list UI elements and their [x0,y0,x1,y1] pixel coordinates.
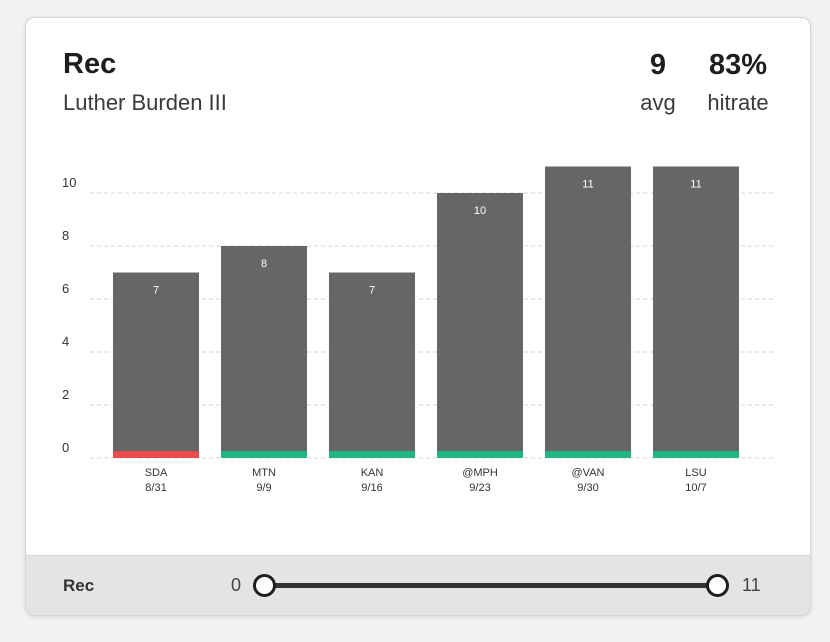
y-tick-label: 10 [62,175,76,190]
bar-result-indicator [437,451,523,458]
hitrate-stat: 83% hitrate [694,48,782,116]
y-tick-label: 6 [62,281,69,296]
bar-value-label: 8 [261,258,267,270]
range-min-value: 0 [231,575,242,595]
range-slider-min-handle[interactable] [253,574,276,597]
x-tick-date: 9/23 [469,482,490,494]
bar-result-indicator [329,451,415,458]
y-tick-label: 4 [62,334,69,349]
bar [437,193,523,458]
bar [113,272,199,458]
bar-result-indicator [221,451,307,458]
bar-value-label: 11 [582,179,593,191]
bar [653,166,739,458]
x-tick-opponent: @MPH [462,467,498,479]
x-tick-opponent: LSU [685,467,706,479]
bar-value-label: 7 [153,285,159,297]
player-name: Luther Burden III [63,90,227,115]
range-filter-bar: Rec 0 11 [26,555,810,615]
hitrate-label: hitrate [707,90,769,115]
y-tick-label: 0 [62,440,69,455]
stat-title: Rec [63,48,117,80]
range-max-value: 11 [742,575,761,595]
avg-label: avg [640,90,676,115]
bar [545,166,631,458]
x-tick-opponent: KAN [361,467,384,479]
x-tick-opponent: MTN [252,467,276,479]
bar-value-label: 7 [369,285,375,297]
range-slider-max-handle[interactable] [706,574,729,597]
x-tick-date: 9/30 [577,482,598,494]
bar [329,272,415,458]
hitrate-value: 83% [708,49,768,81]
y-tick-label: 8 [62,228,69,243]
avg-stat: 9 avg [626,48,690,116]
bar-result-indicator [545,451,631,458]
x-tick-date: 9/9 [256,482,271,494]
bar [221,246,307,458]
x-tick-date: 8/31 [145,482,166,494]
prop-card: Rec Luther Burden III 9 avg 83% hitrate … [25,17,811,616]
bar-value-label: 11 [690,179,701,191]
range-slider-track[interactable] [262,583,716,588]
x-tick-date: 10/7 [685,482,706,494]
bar-result-indicator [653,451,739,458]
bar-result-indicator [113,451,199,458]
x-tick-date: 9/16 [361,482,382,494]
x-tick-opponent: SDA [145,467,168,479]
y-tick-label: 2 [62,387,69,402]
avg-value: 9 [649,49,667,81]
filter-label: Rec [63,576,95,595]
x-tick-opponent: @VAN [572,467,605,479]
bar-value-label: 10 [474,205,486,217]
bar-chart: 0 2 4 6 8 10 7 SDA 8/31 8 MTN 9/9 7 KAN 9/16 10 @MPH 9/23… [62,166,774,494]
